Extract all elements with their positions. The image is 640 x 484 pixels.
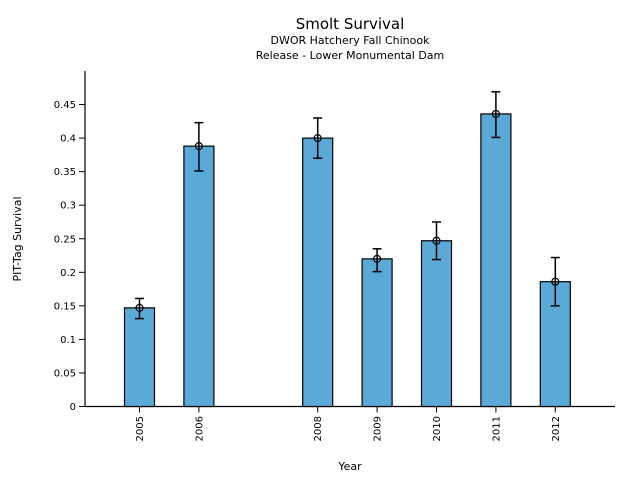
chart-subtitle-line1: DWOR Hatchery Fall Chinook bbox=[271, 34, 431, 47]
bar-2008 bbox=[302, 137, 334, 408]
x-axis-label: Year bbox=[337, 460, 362, 473]
y-tick-label: 0.2 bbox=[60, 268, 76, 279]
marker-circle-2011 bbox=[491, 109, 500, 119]
marker-circle-2005 bbox=[135, 303, 144, 312]
x-tick-label-2011: 2011 bbox=[491, 416, 502, 441]
x-tick-label-2012: 2012 bbox=[551, 416, 562, 441]
marker-circle-2008 bbox=[313, 134, 322, 143]
marker-circle-2010 bbox=[432, 236, 441, 245]
x-tick-label-2009: 2009 bbox=[373, 416, 384, 441]
y-tick-label: 0.15 bbox=[54, 301, 76, 312]
y-tick-label: 0.05 bbox=[54, 368, 76, 379]
chart-subtitle-line2: Release - Lower Monumental Dam bbox=[256, 49, 445, 62]
y-tick-label: 0.35 bbox=[54, 167, 76, 178]
bar-2010 bbox=[420, 240, 453, 408]
bar-2006 bbox=[183, 145, 215, 408]
marker-circle-2009 bbox=[373, 254, 382, 263]
bar-2009 bbox=[361, 258, 393, 408]
x-tick-label-2005: 2005 bbox=[135, 416, 146, 441]
y-tick-label: 0.1 bbox=[60, 335, 76, 346]
y-tick-label: 0.4 bbox=[60, 134, 76, 145]
bar-2005 bbox=[123, 307, 156, 408]
plot-area: 0 0.05 0.1 0.15 0.2 0.25 0.3 0.35 0.4 0.45 2005 200… bbox=[54, 71, 615, 441]
x-tick-label-2010: 2010 bbox=[432, 416, 443, 441]
bar-2011 bbox=[480, 113, 512, 408]
x-tick-label-2008: 2008 bbox=[313, 416, 324, 441]
marker-circle-2006 bbox=[194, 142, 203, 151]
chart-title: Smolt Survival bbox=[296, 15, 405, 33]
x-tick-label-2006: 2006 bbox=[194, 416, 205, 441]
y-tick-label: 0.25 bbox=[54, 234, 76, 245]
y-axis-label: PIT-Tag Survival bbox=[11, 196, 24, 281]
y-tick-label: 0.45 bbox=[54, 100, 76, 111]
y-tick-label: 0.3 bbox=[60, 201, 76, 212]
y-tick-label: 0 bbox=[70, 402, 76, 413]
marker-circle-2012 bbox=[551, 277, 560, 286]
